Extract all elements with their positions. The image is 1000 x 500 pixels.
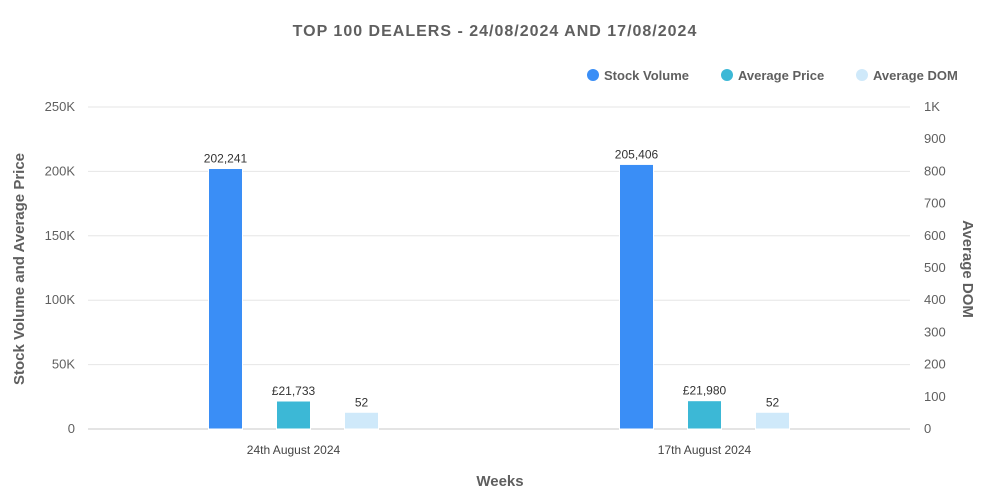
bar — [208, 168, 243, 430]
y2-tick-label: 500 — [924, 260, 946, 275]
y-tick-label: 100K — [45, 292, 76, 307]
legend-marker — [721, 69, 733, 81]
data-label: £21,733 — [272, 384, 316, 398]
y-tick-label: 0 — [68, 421, 75, 436]
y2-tick-label: 1K — [924, 99, 940, 114]
x-category-label: 17th August 2024 — [658, 443, 752, 457]
bars — [208, 163, 790, 430]
y2-tick-label: 300 — [924, 324, 946, 339]
legend: Stock Volume Average Price Average DOM — [587, 68, 958, 83]
legend-label: Stock Volume — [604, 68, 689, 83]
x-axis-categories: 24th August 2024 17th August 2024 — [247, 443, 752, 457]
y2-tick-label: 700 — [924, 196, 946, 211]
y-axis-left-ticks: 0 50K 100K 150K 200K 250K — [45, 99, 76, 436]
data-label: 52 — [355, 395, 369, 409]
y-tick-label: 250K — [45, 99, 76, 114]
x-category-label: 24th August 2024 — [247, 443, 341, 457]
bar — [755, 411, 790, 430]
bar — [619, 163, 654, 430]
y2-tick-label: 200 — [924, 357, 946, 372]
y2-tick-label: 800 — [924, 163, 946, 178]
legend-marker — [856, 69, 868, 81]
y2-tick-label: 100 — [924, 389, 946, 404]
y-axis-right-title: Average DOM — [959, 220, 976, 318]
y2-tick-label: 400 — [924, 292, 946, 307]
data-labels: 202,241 £21,733 52 205,406 £21,980 52 — [204, 147, 780, 409]
data-label: 205,406 — [615, 147, 659, 161]
bar — [344, 411, 379, 430]
data-label: 202,241 — [204, 152, 248, 166]
data-label: 52 — [766, 395, 780, 409]
y-axis-right-ticks: 0 100 200 300 400 500 600 700 800 900 1K — [924, 99, 946, 436]
x-axis-title: Weeks — [476, 473, 523, 490]
y2-tick-label: 0 — [924, 421, 931, 436]
bar — [687, 400, 722, 430]
legend-label: Average Price — [738, 68, 824, 83]
bar — [276, 400, 311, 430]
y-axis-left-title: Stock Volume and Average Price — [11, 153, 28, 385]
legend-label: Average DOM — [873, 68, 958, 83]
y-tick-label: 150K — [45, 228, 76, 243]
y2-tick-label: 600 — [924, 228, 946, 243]
legend-marker — [587, 69, 599, 81]
data-label: £21,980 — [683, 384, 727, 398]
y-tick-label: 200K — [45, 163, 76, 178]
y-tick-label: 50K — [52, 357, 75, 372]
y2-tick-label: 900 — [924, 131, 946, 146]
chart-title: TOP 100 DEALERS - 24/08/2024 AND 17/08/2… — [293, 23, 698, 40]
